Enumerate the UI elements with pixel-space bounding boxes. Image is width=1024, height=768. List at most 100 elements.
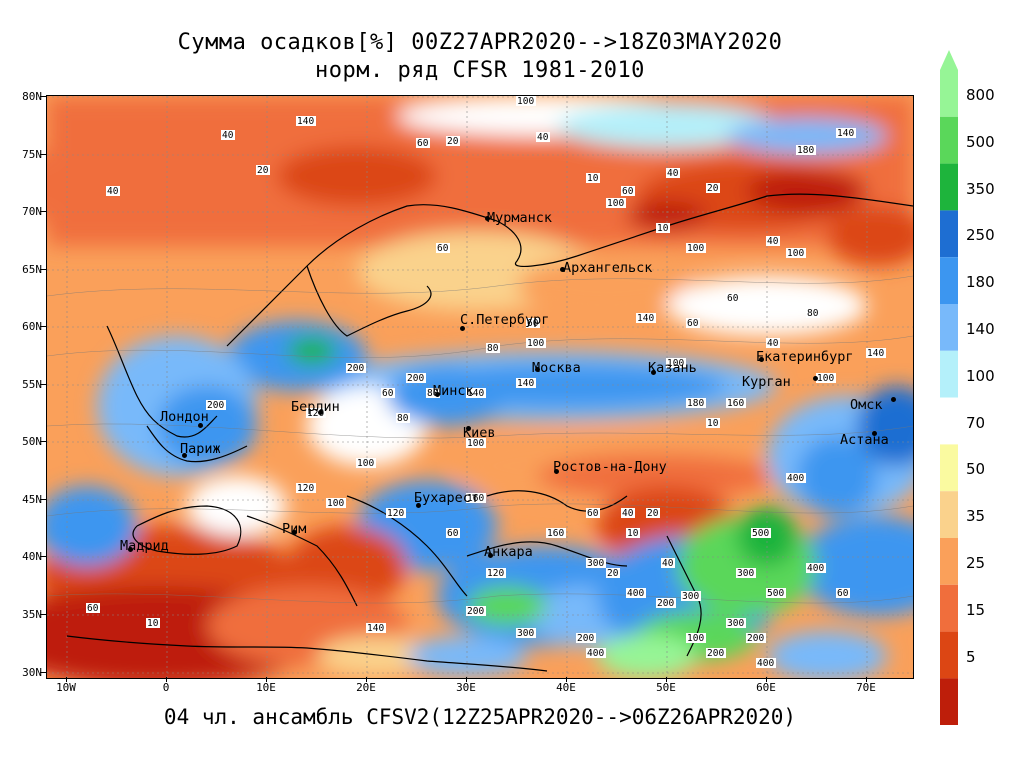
svg-text:80: 80 (397, 413, 409, 424)
contour-value-label: 100 (816, 373, 836, 384)
lat-tick-mark (40, 326, 46, 327)
contour-value-label: 60 (446, 528, 460, 539)
svg-text:500: 500 (767, 588, 784, 599)
contour-value-label: 200 (746, 633, 766, 644)
svg-text:200: 200 (747, 633, 764, 644)
svg-text:40: 40 (662, 558, 674, 569)
city-marker (488, 553, 493, 558)
city-label: Курган (742, 374, 791, 390)
contour-value-label: 40 (621, 508, 635, 519)
svg-text:40: 40 (767, 338, 779, 349)
contour-value-label: 400 (786, 473, 806, 484)
lon-tick-label: 20E (356, 681, 376, 694)
contour-value-label: 100 (686, 243, 706, 254)
color-legend (940, 50, 958, 725)
contour-value-label: 100 (326, 498, 346, 509)
contour-value-label: 160 (546, 528, 566, 539)
colorbar-segment (940, 210, 958, 258)
svg-text:100: 100 (687, 633, 704, 644)
city-label: Рим (282, 521, 307, 537)
city-marker (128, 547, 133, 552)
colorbar-segment (940, 584, 958, 632)
svg-text:20: 20 (447, 136, 459, 147)
contour-value-label: 140 (836, 128, 856, 139)
contour-value-label: 300 (726, 618, 746, 629)
city-marker (466, 426, 471, 431)
contour-value-label: 400 (806, 563, 826, 574)
contour-value-label: 60 (686, 318, 700, 329)
svg-text:140: 140 (837, 128, 854, 139)
svg-text:100: 100 (787, 248, 804, 259)
city-label: Ростов-на-Дону (553, 459, 667, 475)
city-marker (485, 216, 490, 221)
lon-tick-label: 70E (856, 681, 876, 694)
city-marker (460, 326, 465, 331)
contour-value-label: 200 (346, 363, 366, 374)
svg-text:100: 100 (467, 438, 484, 449)
svg-text:140: 140 (637, 313, 654, 324)
lat-tick-label: 55N (22, 378, 42, 391)
svg-text:120: 120 (307, 408, 324, 419)
city-marker (651, 370, 656, 375)
city-marker (872, 431, 877, 436)
svg-text:180: 180 (687, 398, 704, 409)
lat-tick-mark (40, 211, 46, 212)
svg-text:80: 80 (427, 388, 439, 399)
contour-value-label: 200 (206, 400, 226, 411)
contour-value-label: 80 (426, 388, 440, 399)
svg-text:60: 60 (87, 603, 99, 614)
contour-value-label: 100 (356, 458, 376, 469)
lat-tick-label: 70N (22, 205, 42, 218)
contour-value-label: 100 (606, 198, 626, 209)
svg-text:400: 400 (587, 648, 604, 659)
svg-text:80: 80 (807, 308, 819, 319)
svg-text:200: 200 (467, 606, 484, 617)
colorbar-segment (940, 257, 958, 304)
colorbar-segment (940, 163, 958, 211)
city-marker (535, 367, 540, 372)
svg-text:100: 100 (607, 198, 624, 209)
city-label: Москва (532, 360, 581, 376)
precipitation-field (47, 96, 913, 678)
contour-value-label: 60 (86, 603, 100, 614)
contour-value-label: 100 (686, 633, 706, 644)
contour-value-label: 140 (366, 623, 386, 634)
contour-value-label: 200 (406, 373, 426, 384)
city-label: Киев (463, 425, 496, 441)
colorbar-segment (940, 116, 958, 164)
svg-text:120: 120 (487, 568, 504, 579)
contour-value-label: 200 (466, 606, 486, 617)
contour-value-label: 60 (586, 508, 600, 519)
lon-tick-mark (466, 677, 467, 682)
svg-text:120: 120 (297, 483, 314, 494)
svg-text:60: 60 (382, 388, 394, 399)
svg-text:200: 200 (657, 598, 674, 609)
colorbar-label: 25 (966, 554, 986, 572)
contour-value-label: 80 (806, 308, 820, 319)
svg-text:40: 40 (667, 168, 679, 179)
svg-text:300: 300 (682, 591, 699, 602)
svg-text:140: 140 (467, 388, 484, 399)
map-title: Сумма осадков[%] 00Z27APR2020-->18Z03MAY… (177, 30, 783, 55)
lat-tick-mark (40, 154, 46, 155)
colorbar-segment (940, 70, 958, 117)
lon-tick-mark (766, 677, 767, 682)
lat-tick-mark (40, 556, 46, 557)
svg-text:200: 200 (407, 373, 424, 384)
svg-text:300: 300 (587, 558, 604, 569)
contour-value-label: 100 (526, 338, 546, 349)
svg-text:300: 300 (517, 628, 534, 639)
contour-value-label: 140 (296, 116, 316, 127)
city-label: Берлин (291, 399, 340, 415)
lat-tick-mark (40, 441, 46, 442)
contour-value-label: 60 (436, 243, 450, 254)
colorbar-label: 100 (966, 366, 995, 385)
contour-value-label: 160 (726, 398, 746, 409)
city-marker (292, 530, 297, 535)
contour-value-label: 40 (766, 236, 780, 247)
city-label: Архангельск (563, 260, 653, 276)
contour-value-label: 60 (726, 293, 740, 304)
contour-value-label: 60 (416, 138, 430, 149)
lon-tick-mark (266, 677, 267, 682)
contour-value-label: 100 (466, 438, 486, 449)
